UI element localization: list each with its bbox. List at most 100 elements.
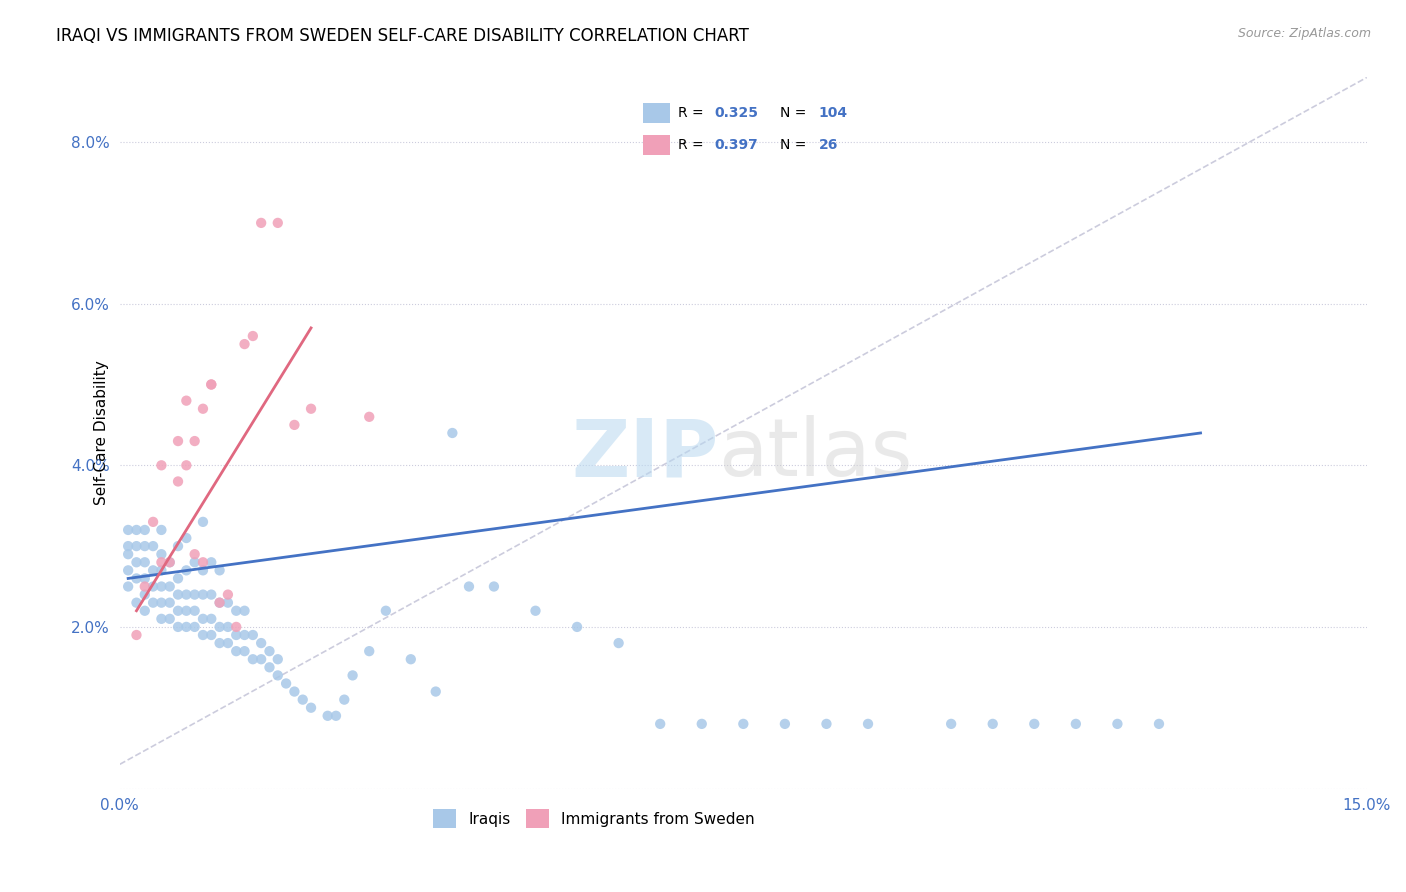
Point [176,393,198,408]
Point [1107,717,1129,731]
Point [217,588,239,602]
Point [176,620,198,634]
Point [167,620,190,634]
Point [342,668,364,682]
Point [176,458,198,473]
Point [267,652,290,666]
Point [856,717,879,731]
Point [167,475,190,489]
Point [259,644,281,658]
Point [200,628,222,642]
Point [208,620,231,634]
Text: ZIP: ZIP [571,416,718,493]
Point [176,604,198,618]
Point [125,628,148,642]
Point [233,337,256,351]
Point [208,596,231,610]
Point [425,684,447,698]
Point [134,580,156,594]
Point [191,612,214,626]
Point [117,563,139,577]
Point [242,652,264,666]
Point [183,588,205,602]
Point [225,628,247,642]
Point [225,644,247,658]
Point [183,555,205,569]
Point [176,588,198,602]
Text: atlas: atlas [718,416,912,493]
Point [250,636,273,650]
Point [217,596,239,610]
Point [191,515,214,529]
Point [333,692,356,706]
Point [167,539,190,553]
Point [183,434,205,448]
Point [267,668,290,682]
Point [150,580,173,594]
Point [191,401,214,416]
Point [225,604,247,618]
Point [183,620,205,634]
Point [283,684,305,698]
Point [733,717,755,731]
Point [150,596,173,610]
Point [134,588,156,602]
Point [150,458,173,473]
Point [159,555,181,569]
Point [325,708,347,723]
Point [200,612,222,626]
Point [183,604,205,618]
Point [159,555,181,569]
Point [524,604,547,618]
Point [274,676,297,690]
Point [359,409,381,424]
Point [117,580,139,594]
Point [225,620,247,634]
Point [125,571,148,585]
Point [167,571,190,585]
Point [1147,717,1170,731]
Point [299,401,322,416]
Point [607,636,630,650]
Point [250,652,273,666]
Point [299,700,322,714]
Point [167,588,190,602]
Point [200,377,222,392]
Point [134,523,156,537]
Text: Source: ZipAtlas.com: Source: ZipAtlas.com [1237,27,1371,40]
Point [200,588,222,602]
Point [134,539,156,553]
Point [399,652,422,666]
Point [939,717,962,731]
Point [233,628,256,642]
Point [183,547,205,561]
Point [150,563,173,577]
Point [208,596,231,610]
Point [200,555,222,569]
Point [117,539,139,553]
Point [176,531,198,545]
Point [191,555,214,569]
Point [208,563,231,577]
Text: IRAQI VS IMMIGRANTS FROM SWEDEN SELF-CARE DISABILITY CORRELATION CHART: IRAQI VS IMMIGRANTS FROM SWEDEN SELF-CAR… [56,27,749,45]
Point [374,604,396,618]
Point [208,636,231,650]
Point [176,563,198,577]
Point [125,555,148,569]
Point [1064,717,1087,731]
Point [142,539,165,553]
Point [200,377,222,392]
Point [159,612,181,626]
Point [291,692,314,706]
Point [142,563,165,577]
Point [981,717,1004,731]
Point [150,547,173,561]
Point [773,717,796,731]
Legend: Iraqis, Immigrants from Sweden: Iraqis, Immigrants from Sweden [427,804,761,834]
Point [1024,717,1046,731]
Point [259,660,281,674]
Point [565,620,588,634]
Point [242,628,264,642]
Point [191,563,214,577]
Point [159,596,181,610]
